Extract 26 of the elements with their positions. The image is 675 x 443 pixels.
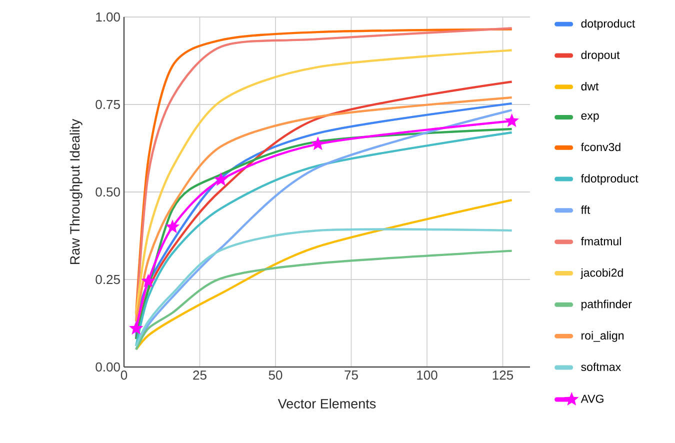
legend-label: fft [580, 206, 590, 214]
legend-label: softmax [581, 362, 621, 372]
legend-label: fmatmul [580, 236, 621, 246]
x-tick-label: 25 [193, 370, 206, 380]
y-tick-label: 0.75 [96, 100, 120, 110]
legend-label: roi_align [582, 331, 624, 342]
y-tick-label: 0.50 [96, 187, 120, 197]
legend-label: exp [581, 113, 599, 122]
y-tick-label: 0.25 [96, 274, 120, 284]
x-tick-label: 50 [268, 370, 282, 380]
legend-label: jacobi2d [580, 268, 623, 280]
y-axis-title: Raw Throughput Ideality [70, 118, 82, 264]
x-axis-title: Vector Elements [278, 398, 376, 408]
x-tick-label: 75 [344, 370, 358, 380]
legend-label: dropout [581, 50, 620, 62]
legend-label: dwt [581, 82, 599, 90]
y-tick-label: 0.00 [96, 362, 120, 372]
legend-label: dotproduct [581, 19, 636, 30]
legend-label: AVG [580, 394, 604, 403]
x-tick-label: 100 [417, 370, 438, 380]
y-tick-label: 1.00 [96, 12, 120, 22]
legend-label: pathfinder [582, 300, 632, 310]
legend-label: fconv3d [580, 142, 620, 152]
legend-label: fdotproduct [580, 174, 638, 185]
x-tick-label: 0 [120, 370, 128, 380]
x-tick-label: 125 [492, 370, 514, 380]
